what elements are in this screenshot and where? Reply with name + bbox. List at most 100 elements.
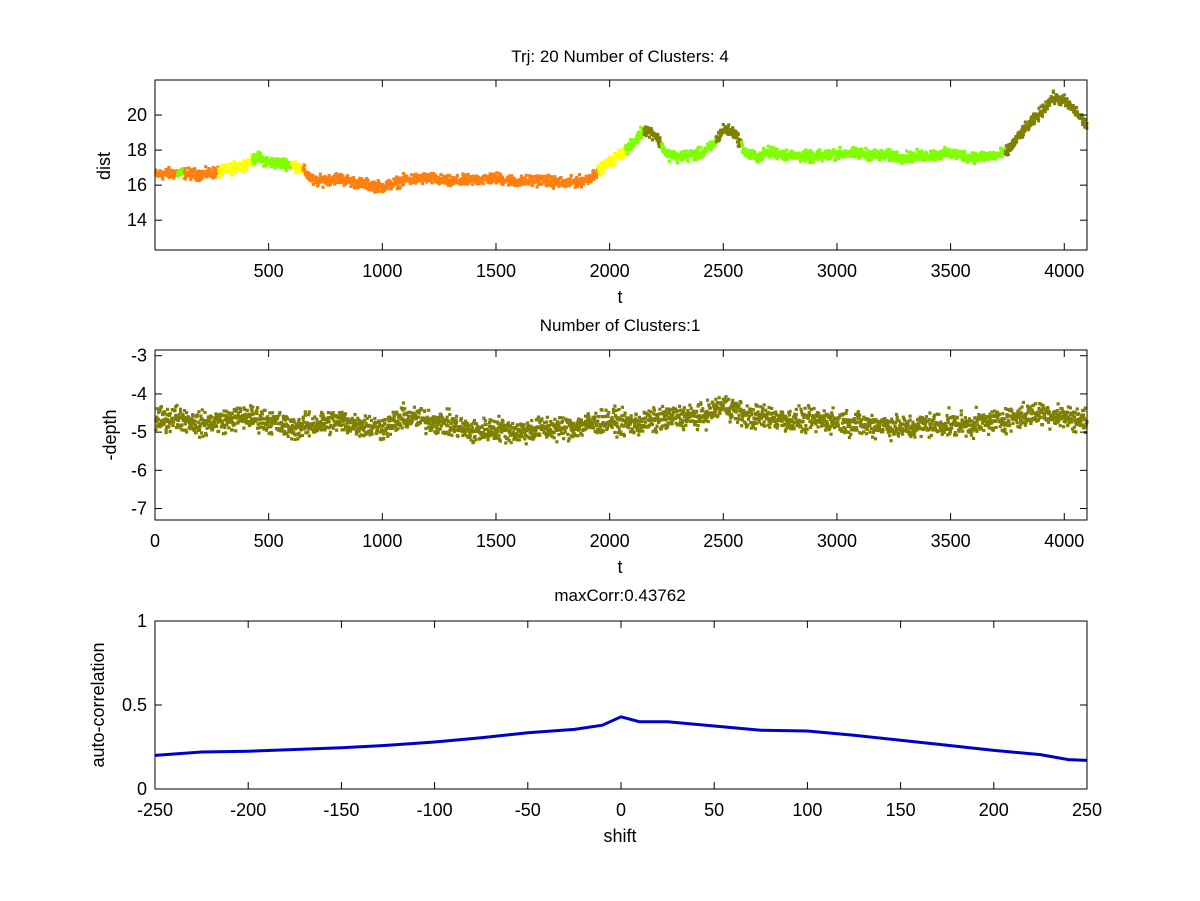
scatter-point — [704, 428, 708, 432]
scatter-point — [332, 419, 336, 423]
scatter-point — [629, 414, 633, 418]
scatter-point — [581, 177, 586, 181]
scatter-point — [866, 153, 870, 157]
scatter-point — [703, 414, 707, 418]
scatter-point — [781, 410, 785, 414]
scatter-point — [410, 417, 414, 421]
scatter-point — [255, 152, 260, 156]
scatter-point — [865, 425, 869, 429]
scatter-point — [911, 160, 915, 164]
scatter-point — [1044, 100, 1048, 104]
scatter-point — [658, 136, 662, 140]
scatter-point — [530, 418, 534, 423]
scatter-point — [205, 426, 209, 430]
scatter-point — [354, 425, 358, 429]
scatter-point — [905, 425, 909, 429]
scatter-point — [307, 172, 311, 176]
scatter-point — [236, 411, 240, 415]
scatter-point — [363, 425, 367, 429]
scatter-point — [817, 148, 821, 152]
scatter-point — [262, 164, 266, 168]
scatter-point — [211, 176, 215, 180]
scatter-point — [183, 416, 187, 420]
scatter-point — [405, 412, 409, 417]
scatter-point — [396, 427, 400, 431]
scatter-point — [509, 440, 513, 445]
scatter-point — [514, 436, 518, 440]
scatter-point — [946, 149, 950, 153]
x-tick-label: 1500 — [476, 261, 516, 281]
scatter-point — [869, 427, 873, 431]
scatter-point — [506, 183, 511, 187]
scatter-point — [882, 150, 886, 154]
scatter-point — [803, 159, 807, 163]
scatter-point — [872, 428, 876, 432]
scatter-point — [335, 180, 339, 184]
scatter-point — [506, 436, 510, 440]
scatter-point — [277, 413, 281, 417]
scatter-point — [824, 428, 828, 432]
scatter-point — [170, 420, 174, 424]
scatter-point — [256, 151, 260, 155]
scatter-point — [575, 425, 579, 429]
scatter-point — [661, 142, 665, 146]
scatter-point — [888, 426, 892, 430]
scatter-point — [294, 170, 298, 175]
scatter-point — [924, 151, 929, 155]
scatter-point — [655, 135, 659, 139]
scatter-point — [306, 430, 310, 434]
scatter-point — [342, 177, 346, 181]
scatter-point — [237, 161, 241, 165]
scatter-point — [338, 420, 342, 424]
scatter-point — [794, 416, 798, 421]
scatter-point — [1036, 119, 1040, 123]
scatter-point — [575, 176, 579, 180]
scatter-point — [307, 434, 311, 438]
scatter-point — [521, 426, 526, 430]
scatter-point — [414, 417, 418, 421]
scatter-point — [233, 171, 237, 175]
scatter-point — [886, 153, 890, 157]
scatter-point — [688, 403, 692, 407]
scatter-point — [691, 419, 695, 423]
scatter-point — [399, 424, 403, 428]
scatter-point — [401, 176, 405, 180]
scatter-point — [223, 418, 227, 422]
scatter-point — [322, 415, 326, 419]
scatter-point — [233, 414, 237, 418]
scatter-point — [307, 413, 311, 417]
scatter-point — [609, 423, 614, 427]
scatter-point — [561, 416, 565, 420]
scatter-point — [315, 429, 320, 433]
scatter-point — [210, 415, 214, 419]
scatter-point — [684, 149, 689, 153]
scatter-point — [1023, 120, 1027, 124]
scatter-point — [461, 434, 465, 438]
scatter-point — [650, 128, 654, 132]
scatter-point — [856, 150, 860, 154]
scatter-point — [884, 424, 888, 428]
scatter-point — [714, 140, 719, 144]
scatter-point — [1068, 103, 1072, 107]
scatter-point — [772, 415, 776, 419]
scatter-point — [933, 158, 937, 162]
scatter-point — [590, 426, 594, 430]
scatter-point — [784, 427, 788, 431]
scatter-point — [266, 422, 270, 427]
scatter-point — [377, 425, 381, 429]
scatter-point — [553, 417, 557, 421]
scatter-point — [198, 424, 202, 428]
scatter-point — [552, 436, 556, 440]
scatter-point — [417, 411, 421, 415]
scatter-point — [731, 126, 735, 130]
scatter-point — [725, 399, 729, 403]
scatter-point — [558, 416, 562, 420]
scatter-point — [255, 158, 259, 163]
scatter-point — [1015, 136, 1019, 140]
y-tick-label: 18 — [127, 140, 147, 160]
scatter-point — [954, 156, 959, 161]
scatter-point — [591, 420, 595, 424]
depth-panel: Number of Clusters:1 0 500 1000 1500 2000 250… — [100, 316, 1089, 577]
scatter-point — [594, 411, 598, 415]
scatter-point — [907, 430, 911, 435]
